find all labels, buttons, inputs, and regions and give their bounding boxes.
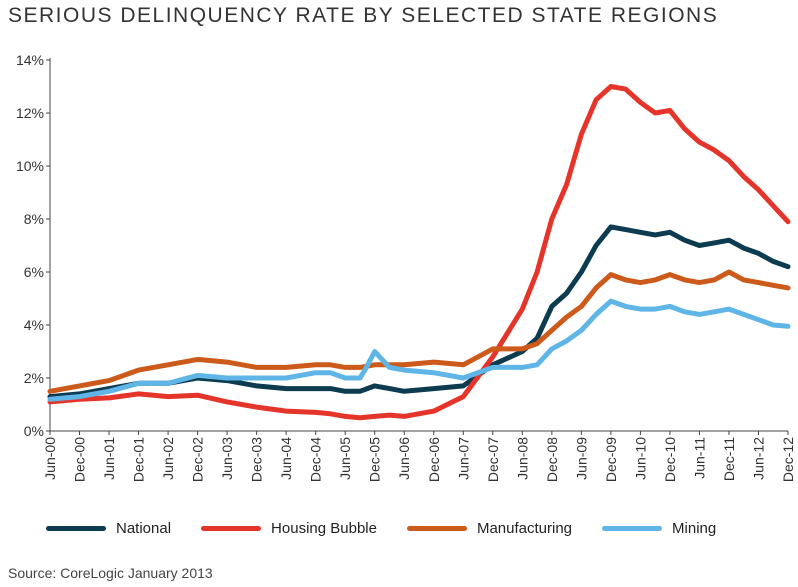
chart-title: SERIOUS DELINQUENCY RATE BY SELECTED STA…: [8, 4, 719, 27]
legend-swatch: [201, 526, 262, 531]
chart-legend: National Housing Bubble Manufacturing Minin…: [46, 520, 746, 537]
x-tick-labels: Jun-00 Dec-00 Jun-01 Dec-01 Jun-02 Dec-02 Jun-…: [42, 437, 796, 482]
x-tick-label: Jun-05: [337, 437, 353, 480]
legend-item-housing-bubble: Housing Bubble: [201, 520, 377, 537]
x-tick-label: Jun-04: [278, 437, 294, 480]
x-tick-label: Dec-10: [662, 437, 678, 482]
series-line-housing-bubble: [47, 84, 791, 421]
x-tick-label: Jun-06: [396, 437, 412, 480]
x-tick-label: Jun-08: [514, 437, 530, 480]
y-tick-label: 0%: [24, 423, 44, 439]
x-tick-label: Dec-11: [721, 437, 737, 481]
x-tick-label: Jun-10: [632, 437, 648, 480]
legend-item-mining: Mining: [602, 520, 716, 537]
x-tick-label: Jun-02: [160, 437, 176, 480]
axes: [46, 58, 789, 435]
x-tick-label: Dec-08: [544, 437, 560, 482]
y-tick-label: 4%: [24, 317, 44, 333]
y-tick-label: 10%: [16, 158, 44, 174]
legend-label: Housing Bubble: [271, 520, 377, 537]
x-tick-label: Jun-12: [750, 437, 766, 480]
y-tick-label: 6%: [24, 264, 44, 280]
x-tick-label: Dec-07: [485, 437, 501, 482]
x-tick-label: Jun-09: [573, 437, 589, 480]
legend-swatch: [406, 526, 467, 531]
legend-label: Mining: [672, 520, 717, 537]
x-tick-label: Jun-01: [101, 437, 117, 480]
series-line-national: [47, 224, 791, 400]
x-tick-label: Dec-01: [131, 437, 147, 482]
legend-label: Manufacturing: [476, 520, 573, 537]
x-tick-label: Dec-06: [426, 437, 442, 482]
legend-item-national: National: [46, 520, 171, 537]
legend-item-manufacturing: Manufacturing: [406, 520, 573, 537]
series-line-mining: [47, 298, 791, 402]
x-tick-label: Dec-03: [249, 437, 265, 482]
legend-swatch: [46, 526, 106, 531]
series-lines: [47, 84, 791, 421]
x-tick-label: Dec-00: [72, 437, 88, 482]
y-tick-label: 2%: [24, 370, 44, 386]
x-tick-label: Dec-04: [308, 437, 324, 482]
x-tick-label: Dec-02: [190, 437, 206, 482]
x-tick-label: Dec-12: [780, 437, 796, 482]
x-tick-label: Dec-09: [603, 437, 619, 482]
x-tick-label: Jun-03: [219, 437, 235, 480]
x-tick-label: Jun-07: [455, 437, 471, 480]
y-tick-labels: 0% 2% 4% 6% 8% 10% 12% 14%: [16, 52, 44, 439]
source-note: Source: CoreLogic January 2013: [8, 565, 213, 581]
y-tick-label: 14%: [16, 52, 44, 68]
y-tick-label: 12%: [16, 105, 44, 121]
series-line-manufacturing: [47, 269, 791, 394]
legend-swatch: [602, 526, 663, 531]
x-tick-label: Dec-05: [367, 437, 383, 482]
legend-label: National: [116, 520, 172, 537]
y-tick-label: 8%: [24, 211, 44, 227]
x-tick-label: Jun-00: [42, 437, 58, 480]
x-tick-label: Jun-11: [691, 437, 707, 479]
